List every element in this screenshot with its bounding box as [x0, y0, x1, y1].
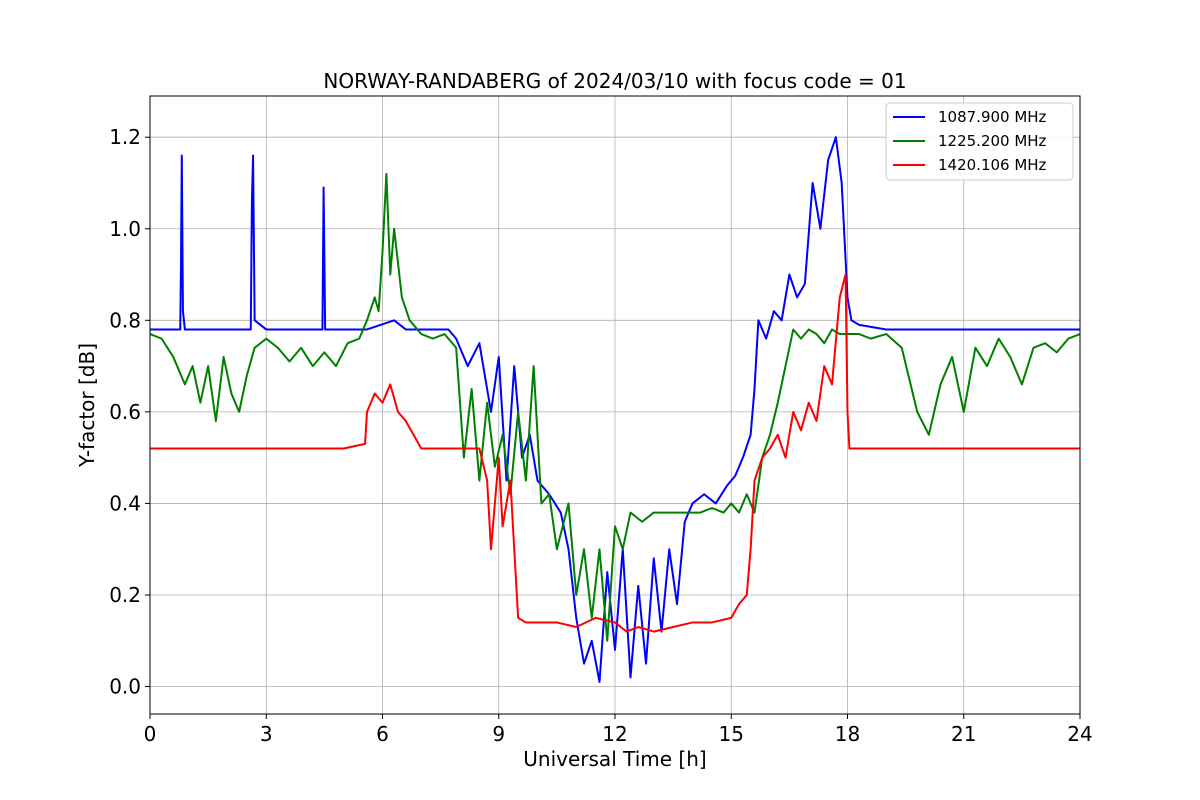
- legend-label-1420-mhz: 1420.106 MHz: [938, 156, 1047, 174]
- series-line-1087-mhz: [150, 136, 1080, 683]
- y-tick-label: 1.2: [109, 125, 141, 149]
- x-axis-label: Universal Time [h]: [523, 747, 706, 771]
- x-tick-label: 12: [602, 722, 627, 746]
- x-tick-label: 24: [1067, 722, 1092, 746]
- series-line-1225-mhz: [150, 172, 1080, 642]
- series-layer: [150, 136, 1080, 683]
- x-tick-label: 15: [719, 722, 744, 746]
- y-tick-label: 0.2: [109, 583, 141, 607]
- y-axis-label: Y-factor [dB]: [75, 343, 99, 468]
- y-tick-label: 0.0: [109, 675, 141, 699]
- legend: 1087.900 MHz 1225.200 MHz 1420.106 MHz: [885, 102, 1074, 181]
- x-tick-label: 18: [835, 722, 860, 746]
- y-tick-label: 0.6: [109, 400, 141, 424]
- series-line-1420-mhz: [150, 273, 1080, 633]
- chart-title: NORWAY-RANDABERG of 2024/03/10 with focu…: [323, 69, 906, 93]
- x-tick-label: 0: [144, 722, 157, 746]
- legend-box: [885, 102, 1074, 181]
- legend-label-1087-mhz: 1087.900 MHz: [938, 108, 1047, 126]
- x-tick-label: 21: [951, 722, 976, 746]
- legend-label-1225-mhz: 1225.200 MHz: [938, 132, 1047, 150]
- x-tick-label: 3: [260, 722, 273, 746]
- x-tick-label: 9: [492, 722, 505, 746]
- y-tick-label: 0.4: [109, 491, 141, 515]
- y-tick-label: 0.8: [109, 308, 141, 332]
- x-tick-label: 6: [376, 722, 389, 746]
- y-tick-label: 1.0: [109, 217, 141, 241]
- tick-layer: 0 3 6 9 12 15 18 21 24 0.0 0.2 0.4 0.6 0.8 1.0 1.2: [109, 125, 1093, 746]
